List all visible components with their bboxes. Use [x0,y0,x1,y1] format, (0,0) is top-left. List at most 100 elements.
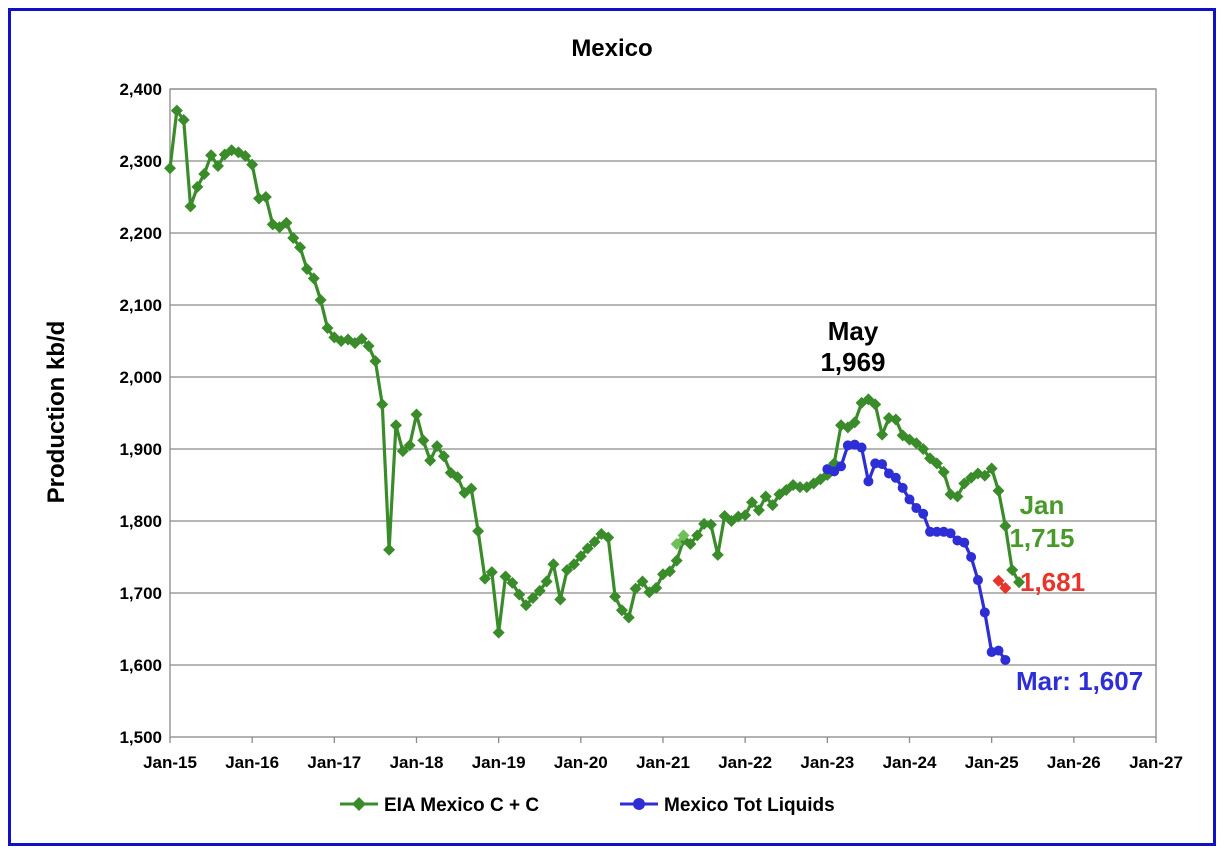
series-liquids-point [836,461,847,472]
y-tick-label: 1,900 [119,440,162,459]
series-cc-point [383,543,396,556]
series-cc-point [663,565,676,578]
series-layer [164,104,1026,665]
series-cc-point [239,149,252,162]
series-liquids-point [925,526,936,537]
series-cc-point [170,104,183,117]
series-cc-highlight-point [677,529,690,542]
y-tick-label: 2,400 [119,80,162,99]
series-cc-point [547,558,560,571]
y-tick-label: 1,800 [119,512,162,531]
series-estimate-point [999,581,1012,594]
x-tick-label: Jan-15 [143,753,197,772]
series-cc-point [177,113,190,126]
series-cc-point [615,604,628,617]
plot-area [169,88,1157,738]
series-cc-point [465,482,478,495]
y-tick-label: 2,000 [119,368,162,387]
y-axis-ticks: 1,500 1,600 1,700 1,800 1,900 2,000 2,100 2,200… [119,80,162,747]
series-cc-point [766,499,779,512]
series-cc-point [622,611,635,624]
series-cc-point [287,232,300,245]
series-cc-point [431,440,444,453]
legend-marker-liquids [633,798,645,810]
series-liquids-point [877,459,888,470]
series-cc-point [403,439,416,452]
annotation-jan-label: Jan [1020,490,1065,520]
annotation-jan-value: 1,715 [1009,523,1074,553]
series-estimate-point [992,574,1005,587]
series-liquids-point [911,503,922,514]
series-liquids-point [829,466,840,477]
x-tick-label: Jan-22 [718,753,772,772]
series-liquids-point [863,476,874,487]
y-tick-label: 1,600 [119,656,162,675]
series-cc-point [540,575,553,588]
y-tick-label: 1,500 [119,728,162,747]
series-liquids-point [959,537,970,548]
annotation-peak-value: 1,969 [820,347,885,377]
series-cc-point [410,408,423,421]
series-cc-point [164,162,176,175]
series-cc-point [376,398,389,411]
series-cc-point [937,466,950,479]
series-cc-point [567,558,580,571]
series-liquids-point [856,442,867,453]
series-cc-point [985,462,998,475]
x-tick-label: Jan-19 [472,753,526,772]
chart-title: Mexico [571,35,652,62]
series-cc-point [910,437,923,450]
series-cc-point [355,332,368,345]
series-liquids-point [1000,654,1011,665]
series-cc-point [889,413,902,426]
y-tick-label: 2,100 [119,296,162,315]
series-cc-point [246,158,259,171]
series-liquids-point [890,472,901,483]
legend-label-cc: EIA Mexico C + C [384,795,539,816]
series-cc-point [752,504,765,517]
series-liquids-point [931,526,942,537]
legend: EIA Mexico C + C Mexico Tot Liquids [340,795,835,816]
series-cc-line [168,108,1021,635]
series-cc-point [259,191,272,203]
series-cc-point [533,584,546,597]
series-cc-point [191,180,204,193]
series-cc-point [978,469,991,482]
series-cc-point [198,167,211,180]
series-cc-point [561,563,574,576]
series-cc-point [321,322,334,335]
x-tick-label: Jan-16 [225,753,279,772]
series-cc-point [958,477,971,490]
chart-frame [8,8,1216,846]
series-liquids-point [993,645,1004,656]
y-tick-label: 2,200 [119,224,162,243]
series-cc-point [691,529,704,542]
series-cc-point [520,599,533,612]
x-tick-label: Jan-17 [307,753,361,772]
series-cc-point [848,416,861,429]
series-cc-point [698,517,711,530]
series-liquids-point [979,607,990,618]
series-liquids-point [972,575,983,586]
series-cc-point [793,481,806,494]
series-cc-point [314,293,327,306]
series-cc-point [389,419,402,432]
x-tick-label: Jan-18 [390,753,444,772]
series-cc-point [670,554,683,567]
series-cc-point [478,572,491,585]
series-cc-point [526,592,539,605]
series-cc-point [300,263,313,275]
series-cc-point [424,454,437,467]
series-cc-point [1006,563,1019,576]
series-cc-point [499,570,512,583]
x-tick-label: Jan-25 [965,753,1019,772]
legend-marker-cc [352,797,366,811]
series-liquids-point [897,482,908,493]
series-cc-point [513,588,526,601]
series-cc-point [369,355,382,368]
series-cc-point [396,445,409,458]
series-liquids-point [945,528,956,539]
series-cc-point [362,340,375,353]
series-cc-point [739,509,752,522]
